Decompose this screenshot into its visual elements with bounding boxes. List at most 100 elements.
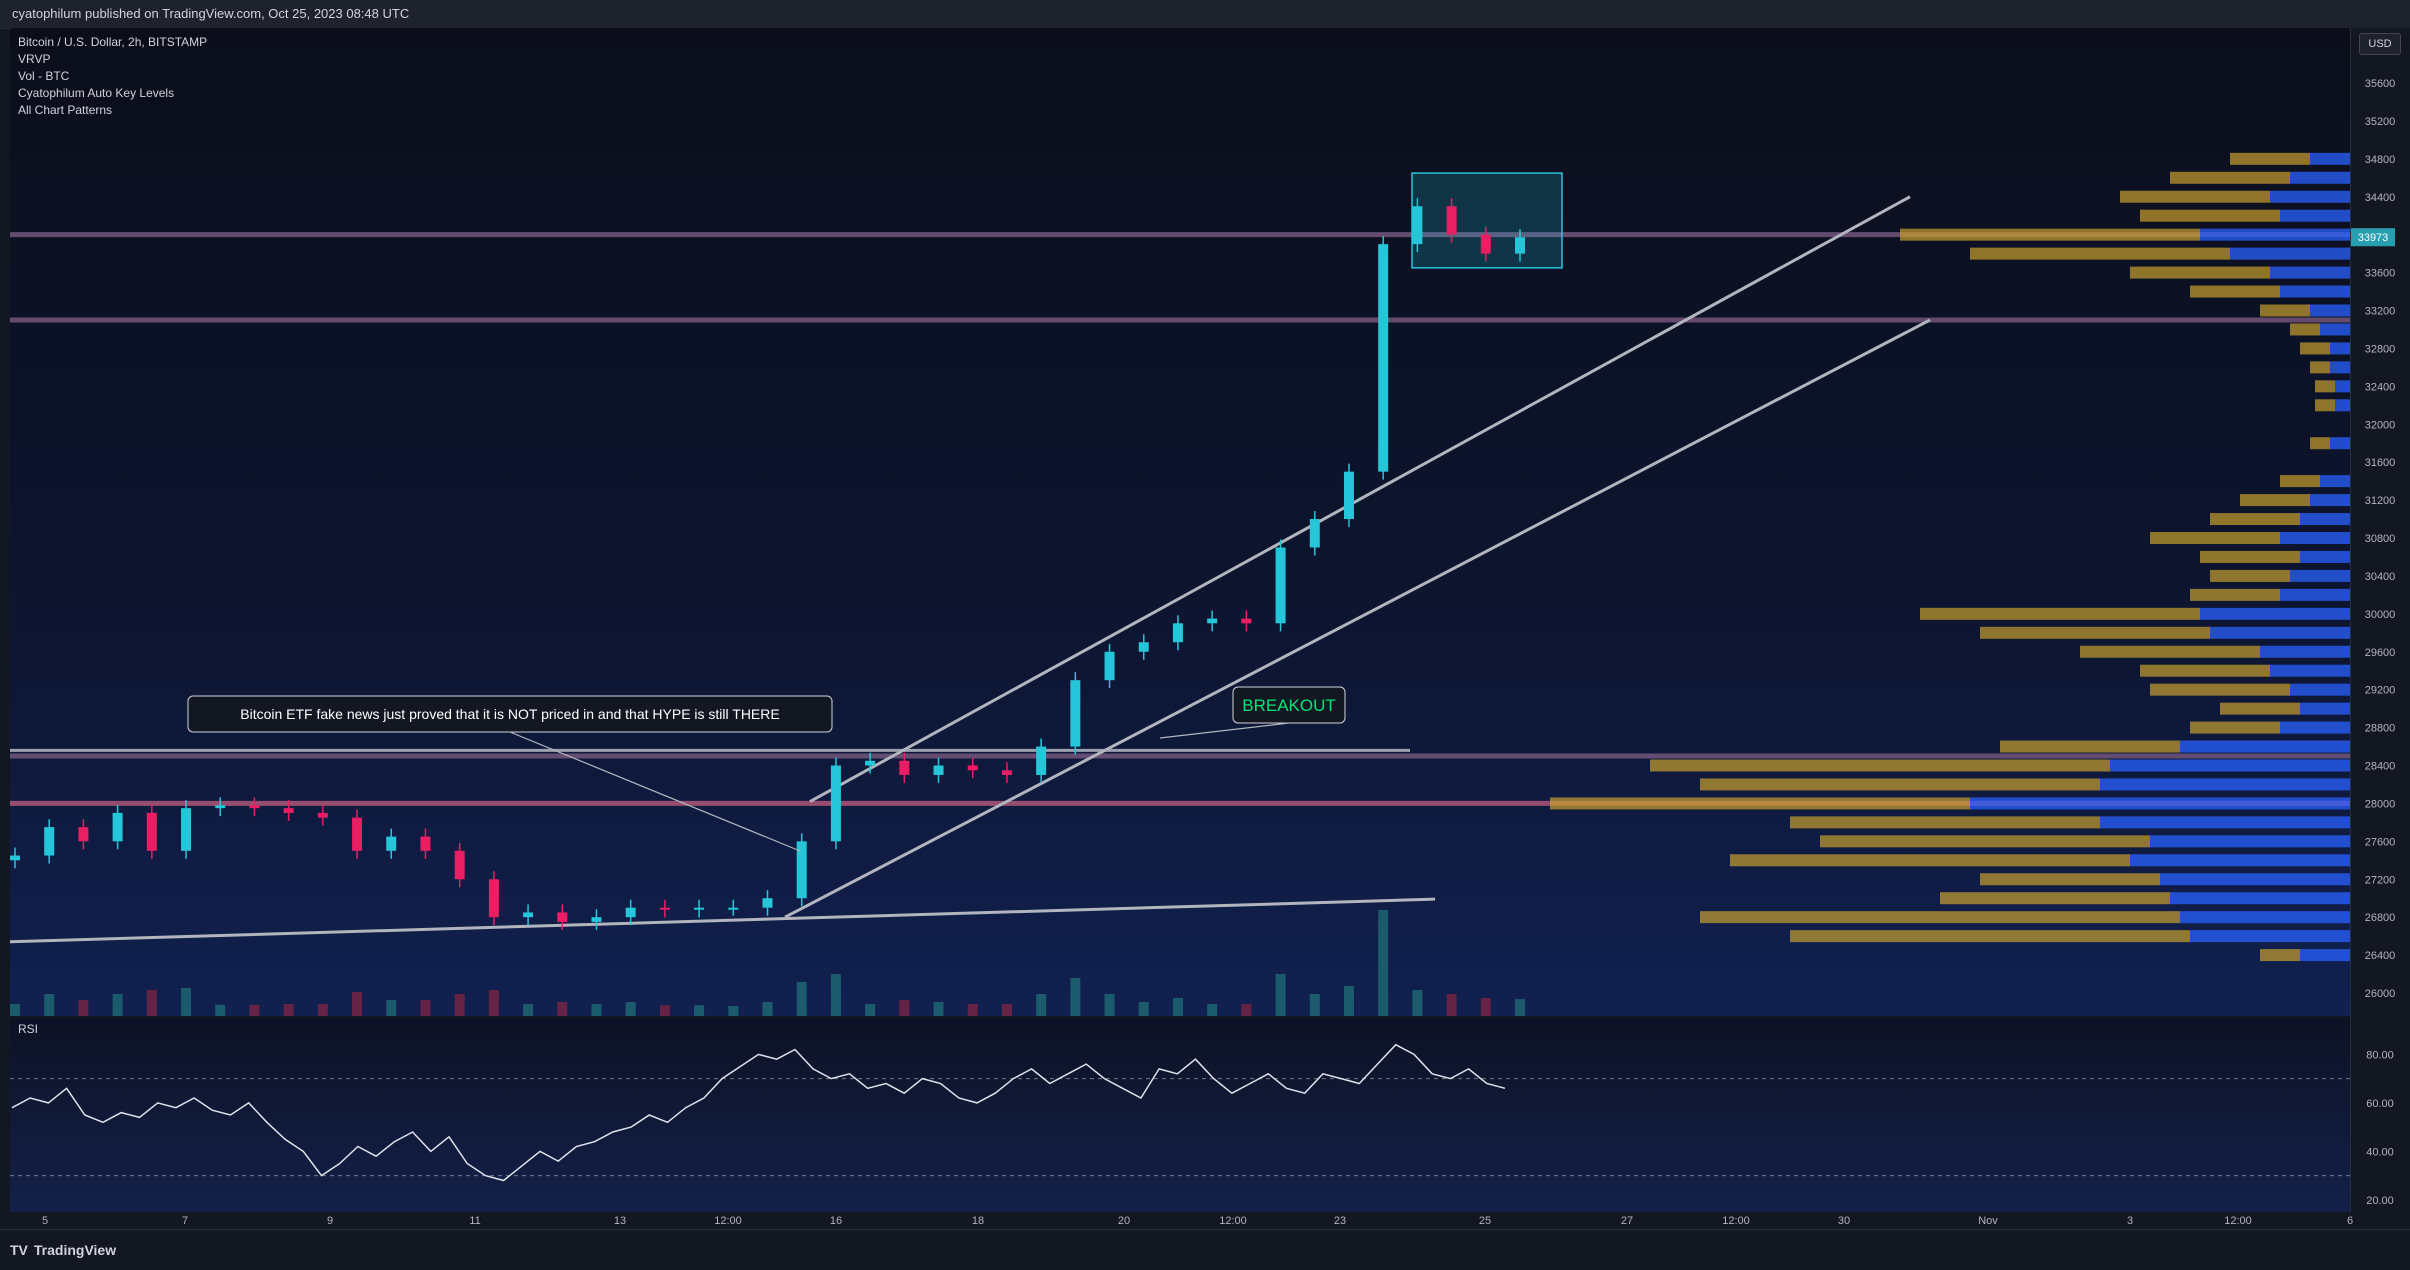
rsi-tick-label: 80.00	[2366, 1049, 2394, 1061]
rsi-line	[11, 1043, 1506, 1182]
volume-bar	[1241, 1004, 1252, 1016]
vrvp-up-bar	[2190, 930, 2350, 943]
currency-button[interactable]: USD	[2359, 33, 2401, 55]
vrvp-up-bar	[2260, 645, 2350, 658]
price-tick-label: 26800	[2365, 912, 2396, 924]
time-tick-label: 13	[614, 1215, 626, 1227]
vrvp-up-bar	[2170, 892, 2350, 905]
price-tick-label: 34800	[2365, 154, 2396, 166]
price-tick-label: 30400	[2365, 571, 2396, 583]
vrvp-up-bar	[2310, 152, 2350, 165]
vrvp-down-bar	[1700, 911, 2180, 924]
vrvp-down-bar	[2140, 664, 2270, 677]
volume-bar	[762, 1002, 773, 1016]
vrvp-down-bar	[1790, 816, 2100, 829]
candle-body	[454, 850, 465, 880]
volume-bar	[1446, 994, 1457, 1016]
candle-body	[967, 765, 978, 771]
vrvp-up-bar	[2230, 247, 2350, 260]
price-axis[interactable]	[2350, 28, 2410, 1212]
price-tick-label: 29200	[2365, 685, 2396, 697]
vrvp-down-bar	[1790, 930, 2190, 943]
vrvp-down-bar	[1730, 854, 2130, 867]
volume-bar	[933, 1002, 944, 1016]
price-tick-label: 28400	[2365, 761, 2396, 773]
volume-bar	[488, 990, 499, 1016]
price-tick-label: 26400	[2365, 950, 2396, 962]
candle-body	[146, 812, 157, 851]
vrvp-up-bar	[2130, 854, 2350, 867]
volume-bar	[1001, 1004, 1012, 1016]
legend-indicator-key-levels[interactable]: Cyatophilum Auto Key Levels	[18, 86, 175, 100]
tradingview-logo[interactable]: TV TradingView	[10, 1242, 116, 1258]
chart-legend: Bitcoin / U.S. Dollar, 2h, BITSTAMP VRVP…	[18, 34, 207, 119]
price-tick-label: 35600	[2365, 78, 2396, 90]
candle-body	[762, 898, 773, 908]
volume-bar	[1104, 994, 1115, 1016]
price-tick-label: 28000	[2365, 798, 2396, 810]
price-pane[interactable]	[10, 28, 2350, 1016]
volume-bar	[728, 1006, 739, 1016]
legend-indicator-volume[interactable]: Vol - BTC	[18, 69, 70, 83]
candle-body	[1207, 618, 1218, 624]
tradingview-icon: TV	[10, 1242, 28, 1258]
candle-body	[317, 812, 328, 818]
volume-bar	[1515, 999, 1525, 1016]
legend-indicator-vrvp[interactable]: VRVP	[18, 52, 51, 66]
price-tick-label: 35200	[2365, 116, 2396, 128]
vrvp-up-bar	[2335, 399, 2350, 412]
rsi-pane[interactable]	[10, 1018, 2350, 1212]
rsi-title: RSI	[18, 1022, 38, 1036]
vrvp-up-bar	[2270, 664, 2350, 677]
volume-bar	[1070, 978, 1081, 1016]
publish-text: cyatophilum published on TradingView.com…	[12, 6, 410, 21]
legend-symbol[interactable]: Bitcoin / U.S. Dollar, 2h, BITSTAMP	[18, 35, 208, 49]
vrvp-down-bar	[2220, 702, 2300, 715]
vrvp-up-bar	[2180, 911, 2350, 924]
footer: TV TradingView	[0, 1229, 2410, 1270]
vrvp-up-bar	[2310, 304, 2350, 317]
vrvp-up-bar	[2300, 513, 2350, 526]
rsi-tick-label: 20.00	[2366, 1195, 2394, 1207]
volume-bar	[1412, 990, 1423, 1016]
volume-bar	[625, 1002, 636, 1016]
candle-body	[1241, 618, 1252, 624]
candle-body	[1036, 746, 1047, 775]
volume-bar	[1207, 1004, 1218, 1016]
legend-indicator-patterns[interactable]: All Chart Patterns	[18, 103, 113, 117]
vrvp-up-bar	[2110, 759, 2350, 772]
candle-body	[591, 917, 602, 922]
chart-frame[interactable]: 26000 26400 26800 27200 27600 28000 28400 28800…	[10, 28, 2410, 1229]
candle-body	[78, 827, 89, 842]
candle-body	[112, 812, 123, 842]
volume-bar	[146, 990, 157, 1016]
candle-body	[181, 808, 192, 851]
candle-body	[1001, 770, 1012, 775]
candle-body	[283, 808, 294, 813]
brand-text: TradingView	[33, 1242, 117, 1258]
price-tick-label: 30800	[2365, 533, 2396, 545]
candle-body	[1446, 206, 1457, 235]
vrvp-up-bar	[2270, 266, 2350, 279]
vrvp-down-bar	[2210, 513, 2300, 526]
channel-upper-line	[809, 195, 1911, 803]
price-tick-label: 32000	[2365, 419, 2396, 431]
time-tick-label: 30	[1838, 1215, 1850, 1227]
vrvp-up-bar	[2320, 323, 2350, 336]
price-tick-label: 29600	[2365, 647, 2396, 659]
vrvp-down-bar	[2315, 399, 2335, 412]
price-tick-label: 34400	[2365, 192, 2396, 204]
volume-bar	[967, 1004, 978, 1016]
volume-bar	[317, 1004, 328, 1016]
candle-body	[523, 912, 534, 918]
volume-bar	[78, 1000, 89, 1016]
time-axis[interactable]	[10, 1212, 2410, 1229]
volume-bar	[10, 1004, 20, 1016]
vrvp-up-bar	[2330, 342, 2350, 355]
volume-bar	[181, 988, 192, 1016]
volume-bar	[386, 1000, 397, 1016]
vrvp-up-bar	[2200, 607, 2350, 620]
candle-body	[830, 765, 841, 842]
candle-body	[865, 760, 876, 766]
etf-note-pointer	[509, 731, 801, 852]
